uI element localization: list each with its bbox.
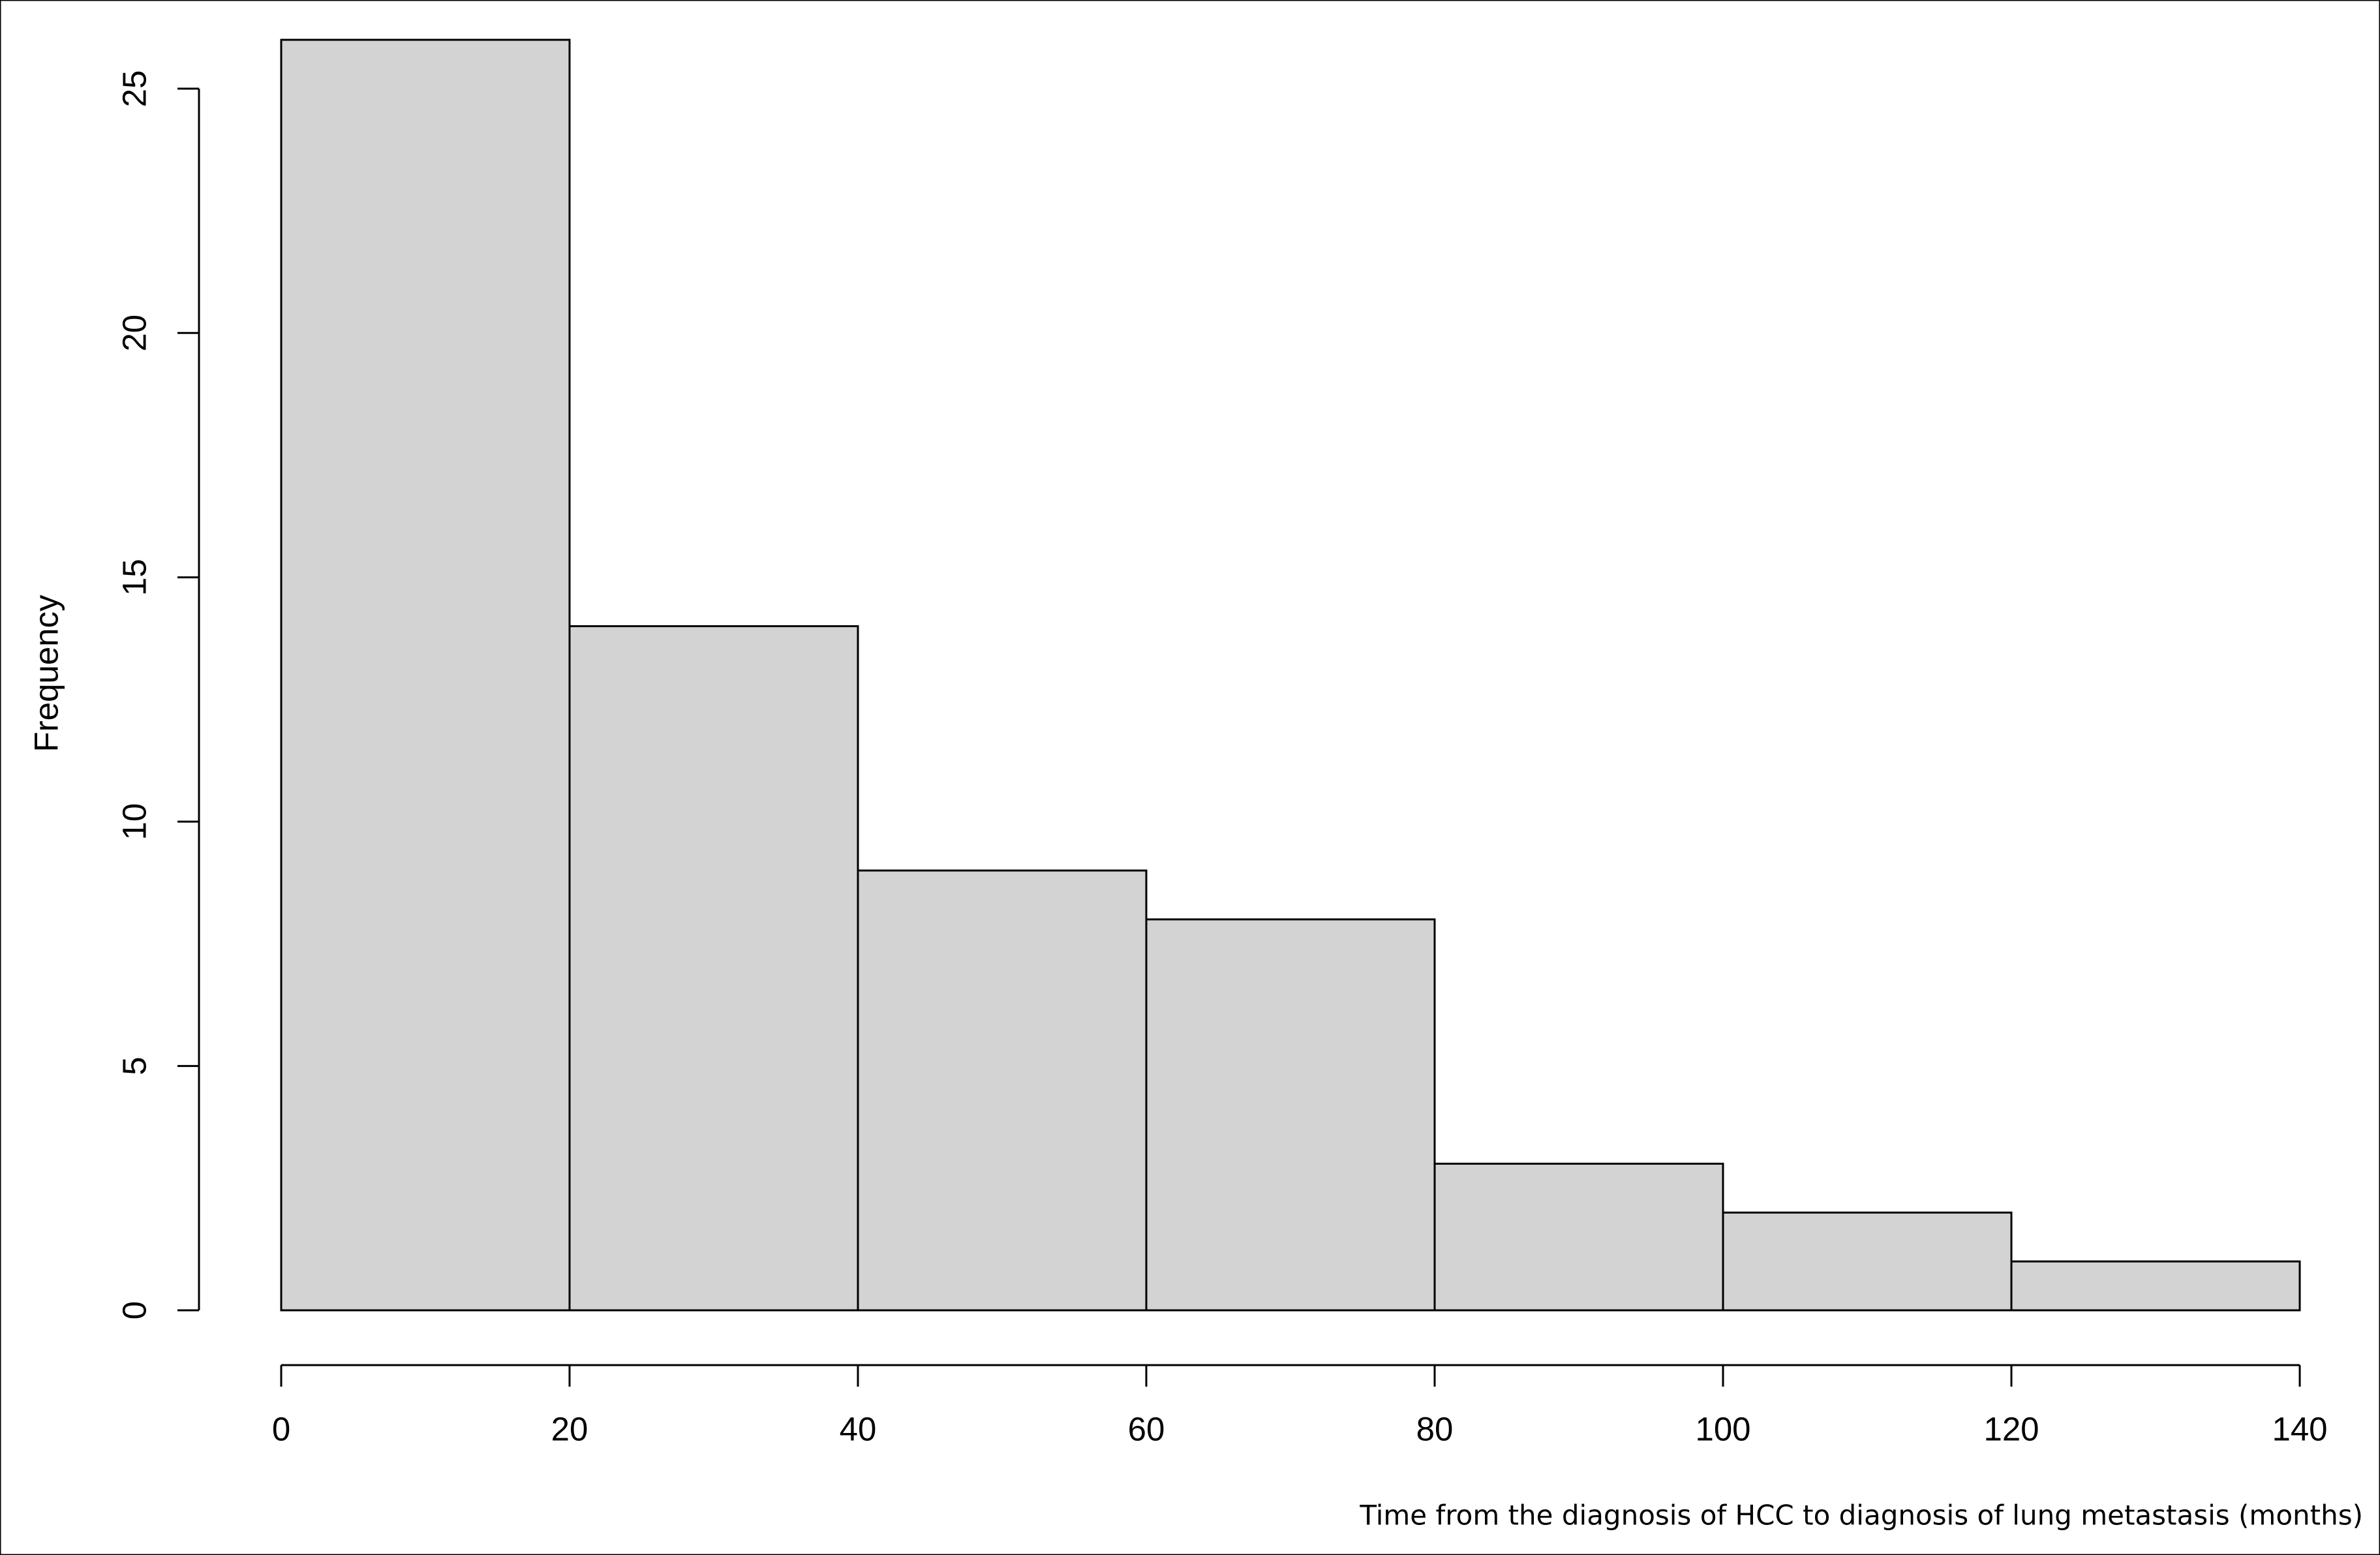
bar — [1722, 1211, 2013, 1312]
bar — [2010, 1260, 2301, 1312]
bar — [1433, 1162, 1724, 1312]
x-tick-label: 40 — [840, 1410, 877, 1447]
bar — [1145, 918, 1436, 1312]
y-tick-label: 0 — [115, 1301, 153, 1319]
bar — [568, 625, 859, 1312]
y-tick-label: 10 — [115, 803, 153, 840]
x-tick-label: 140 — [2272, 1410, 2327, 1447]
x-tick-label: 60 — [1128, 1410, 1165, 1447]
y-tick-label: 25 — [115, 70, 153, 108]
x-tick-label: 120 — [1983, 1410, 2039, 1447]
x-axis-title: Time from the diagnosis of HCC to diagno… — [1359, 1500, 2363, 1532]
y-axis-title: Frequency — [27, 594, 65, 752]
y-tick-label: 5 — [115, 1056, 153, 1075]
x-tick-label: 0 — [272, 1410, 290, 1447]
x-tick-label: 80 — [1416, 1410, 1454, 1447]
bar — [857, 869, 1148, 1312]
bar — [280, 38, 571, 1312]
x-tick-label: 100 — [1695, 1410, 1750, 1447]
x-tick-label: 20 — [551, 1410, 588, 1447]
y-tick-label: 15 — [115, 559, 153, 596]
y-tick-label: 20 — [115, 315, 153, 352]
